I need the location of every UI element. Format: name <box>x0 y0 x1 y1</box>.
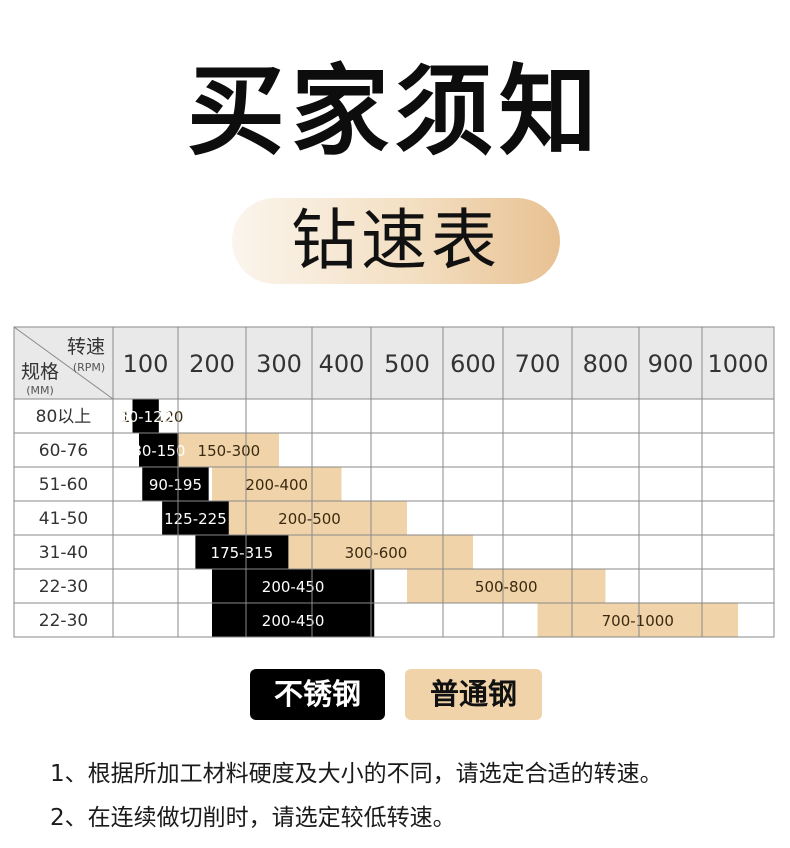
drill-speed-table: 100-12060-120150-30080-150200-40090-1952… <box>13 326 775 638</box>
bar-carbon <box>212 501 407 535</box>
bar-stainless <box>139 433 179 467</box>
bar-stainless <box>212 603 375 637</box>
column-header: 700 <box>515 350 561 378</box>
bar-stainless <box>132 399 159 433</box>
column-header: 800 <box>583 350 629 378</box>
bar-label-stainless: 90-195 <box>149 476 202 494</box>
bar-stainless <box>142 467 209 501</box>
bar-label-stainless: 200-450 <box>262 612 325 630</box>
row-label: 41-50 <box>39 509 88 529</box>
bar-label-stainless: 200-450 <box>262 578 325 596</box>
column-header: 900 <box>648 350 694 378</box>
bar-stainless <box>162 501 229 535</box>
row-label: 22-30 <box>39 577 88 597</box>
corner-bottom-label: 规格 <box>21 361 59 383</box>
note-2: 2、在连续做切削时，请选定较低转速。 <box>50 805 456 831</box>
legend-stainless: 不锈钢 <box>250 669 385 720</box>
row-label: 51-60 <box>39 475 88 495</box>
column-header: 1000 <box>707 350 768 378</box>
bar-label-stainless: 80-150 <box>132 442 185 460</box>
table-border <box>13 326 775 638</box>
row-label: 31-40 <box>39 543 88 563</box>
bar-stainless <box>195 535 289 569</box>
bar-label-carbon: 500-800 <box>475 578 538 596</box>
corner-top-label: 转速 <box>67 336 105 358</box>
column-header: 600 <box>450 350 496 378</box>
corner-bottom-unit: (MM) <box>26 384 54 397</box>
row-label: 22-30 <box>39 611 88 631</box>
bar-stainless <box>212 569 375 603</box>
corner-top-unit: (RPM) <box>73 361 105 374</box>
page-title: 买家须知 <box>186 55 603 169</box>
bar-carbon <box>537 603 738 637</box>
column-header: 300 <box>256 350 302 378</box>
bar-label-carbon: 200-400 <box>245 476 308 494</box>
corner-diagonal <box>13 326 114 400</box>
bar-label-stainless: 125-225 <box>164 510 227 528</box>
bar-label-stainless: 60-120 <box>119 408 172 426</box>
bar-label-carbon: 300-600 <box>345 544 408 562</box>
bar-carbon <box>178 433 279 467</box>
row-label: 80以上 <box>36 407 92 427</box>
bar-label-carbon: 700-1000 <box>602 612 674 630</box>
column-header: 100 <box>123 350 169 378</box>
legend-carbon: 普通钢 <box>405 669 542 720</box>
bar-carbon <box>212 467 342 501</box>
bar-label-carbon: 150-300 <box>198 442 261 460</box>
bar-label-stainless: 175-315 <box>211 544 274 562</box>
bar-carbon <box>279 535 473 569</box>
column-header: 400 <box>319 350 365 378</box>
note-1: 1、根据所加工材料硬度及大小的不同，请选定合适的转速。 <box>50 761 663 787</box>
table-header-bg <box>14 327 774 399</box>
row-label: 60-76 <box>39 441 88 461</box>
column-header: 500 <box>384 350 430 378</box>
bar-label-carbon: 200-500 <box>278 510 341 528</box>
column-header: 200 <box>189 350 235 378</box>
chart-title-pill: 钻速表 <box>232 198 560 284</box>
